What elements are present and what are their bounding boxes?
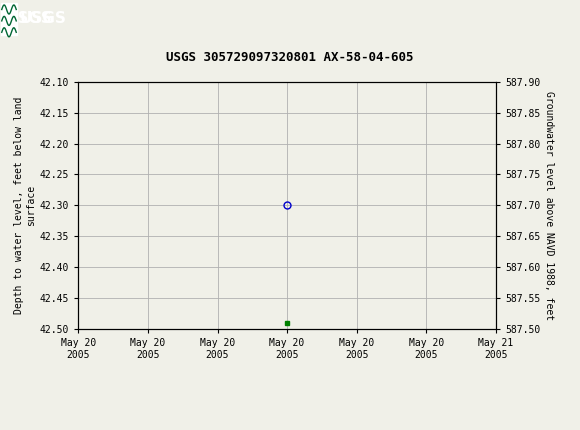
Text: USGS: USGS <box>6 11 53 26</box>
Y-axis label: Depth to water level, feet below land
surface: Depth to water level, feet below land su… <box>14 97 36 314</box>
FancyBboxPatch shape <box>1 3 17 35</box>
Text: USGS: USGS <box>19 11 66 26</box>
Y-axis label: Groundwater level above NAVD 1988, feet: Groundwater level above NAVD 1988, feet <box>545 91 554 320</box>
Text: USGS 305729097320801 AX-58-04-605: USGS 305729097320801 AX-58-04-605 <box>166 51 414 64</box>
